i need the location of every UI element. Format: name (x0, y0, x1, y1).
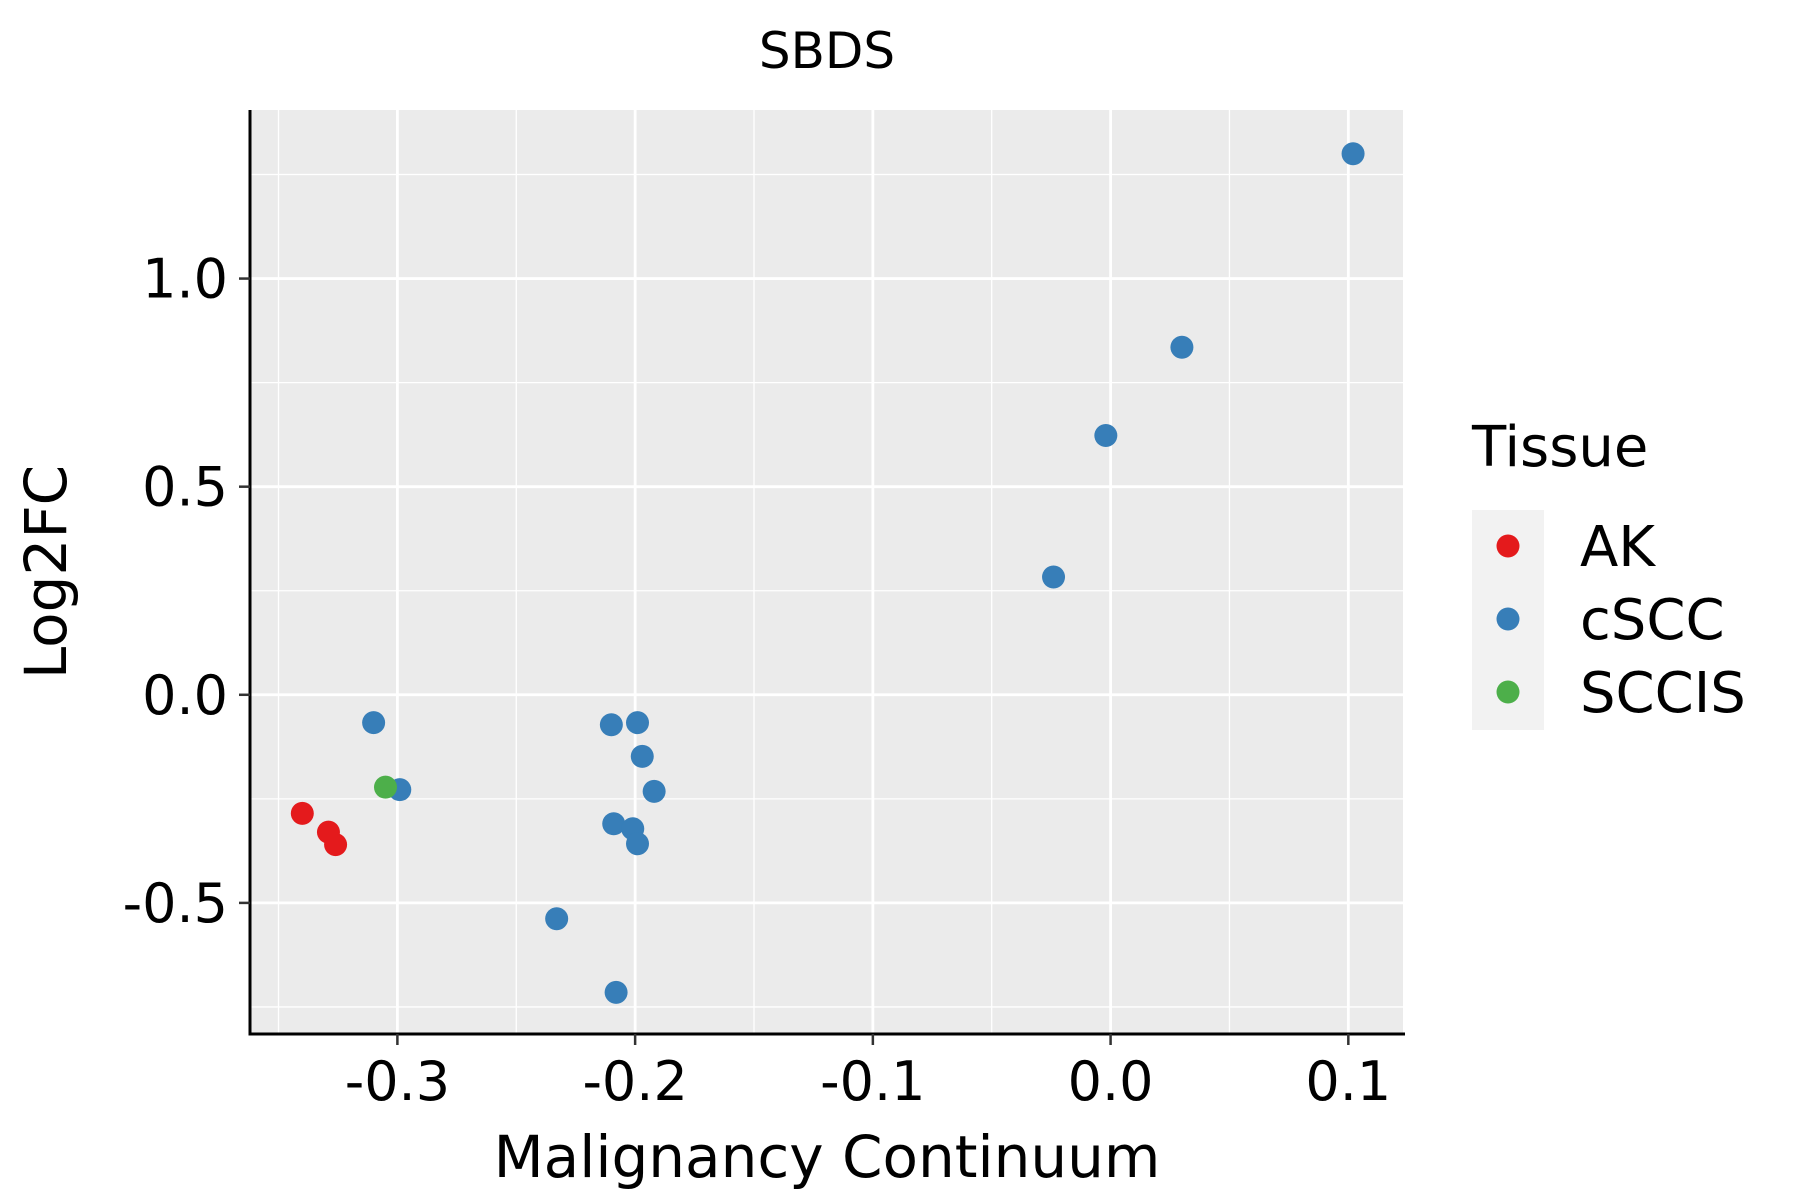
data-point-cscc (642, 779, 666, 803)
data-point-sccis (374, 775, 398, 799)
data-point-cscc (602, 812, 626, 836)
chart-title: SBDS (759, 22, 895, 80)
legend-label-cscc: cSCC (1580, 588, 1725, 653)
y-tick-label: 1.0 (142, 248, 228, 311)
data-point-cscc (362, 711, 386, 735)
legend: Tissue AK cSCC SCCIS (1471, 415, 1746, 730)
data-point-ak (324, 833, 348, 857)
plot-panel (250, 110, 1403, 1034)
x-axis-ticks: -0.3 -0.2 -0.1 0.0 0.1 (345, 1034, 1391, 1113)
data-point-cscc (545, 907, 569, 931)
legend-key-cscc (1496, 607, 1520, 631)
y-axis-label: Log2FC (12, 465, 80, 679)
x-tick-label: -0.1 (820, 1050, 925, 1113)
legend-label-sccis: SCCIS (1580, 661, 1746, 726)
data-point-cscc (604, 980, 628, 1004)
data-point-cscc (1170, 335, 1194, 359)
data-point-cscc (626, 832, 650, 856)
legend-label-ak: AK (1580, 515, 1656, 580)
x-tick-label: -0.3 (345, 1050, 450, 1113)
legend-key-sccis (1496, 680, 1520, 704)
data-point-cscc (599, 713, 623, 737)
data-point-cscc (626, 711, 650, 735)
data-points (290, 142, 1365, 1004)
data-point-cscc (1094, 423, 1118, 447)
data-point-cscc (1042, 565, 1066, 589)
y-tick-label: 0.5 (142, 456, 228, 519)
y-tick-label: 0.0 (142, 664, 228, 727)
x-tick-label: -0.2 (582, 1050, 687, 1113)
minor-gridlines (250, 110, 1403, 1034)
y-axis-ticks: -0.5 0.0 0.5 1.0 (123, 248, 250, 935)
x-tick-label: 0.1 (1305, 1050, 1391, 1113)
data-point-cscc (630, 744, 654, 768)
data-point-cscc (1341, 142, 1365, 166)
legend-title: Tissue (1471, 415, 1648, 480)
major-gridlines (250, 110, 1403, 1034)
x-axis-label: Malignancy Continuum (494, 1123, 1161, 1191)
y-tick-label: -0.5 (123, 872, 228, 935)
legend-key-ak (1496, 534, 1520, 558)
data-point-ak (290, 801, 314, 825)
x-tick-label: 0.0 (1068, 1050, 1154, 1113)
